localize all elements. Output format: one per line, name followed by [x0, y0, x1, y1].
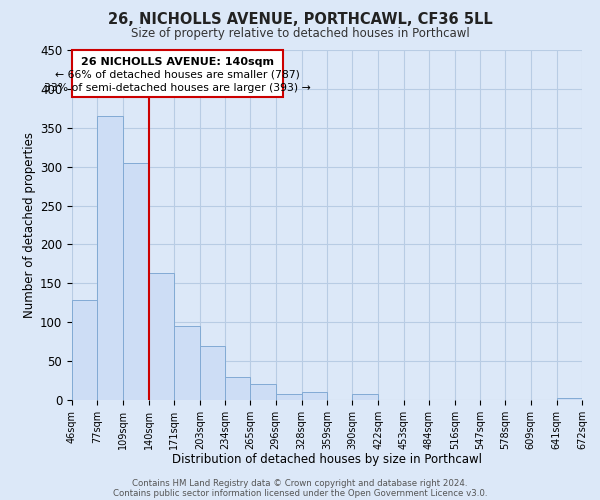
Bar — [124, 163, 149, 400]
Bar — [174, 326, 200, 400]
FancyBboxPatch shape — [72, 50, 283, 96]
Bar — [275, 394, 302, 400]
Text: 26, NICHOLLS AVENUE, PORTHCAWL, CF36 5LL: 26, NICHOLLS AVENUE, PORTHCAWL, CF36 5LL — [107, 12, 493, 28]
Text: 33% of semi-detached houses are larger (393) →: 33% of semi-detached houses are larger (… — [44, 84, 311, 94]
Text: 26 NICHOLLS AVENUE: 140sqm: 26 NICHOLLS AVENUE: 140sqm — [81, 56, 274, 66]
Bar — [250, 384, 275, 400]
X-axis label: Distribution of detached houses by size in Porthcawl: Distribution of detached houses by size … — [172, 454, 482, 466]
Text: Size of property relative to detached houses in Porthcawl: Size of property relative to detached ho… — [131, 28, 469, 40]
Bar — [225, 376, 250, 400]
Text: Contains public sector information licensed under the Open Government Licence v3: Contains public sector information licen… — [113, 488, 487, 498]
Bar — [97, 116, 124, 400]
Text: Contains HM Land Registry data © Crown copyright and database right 2024.: Contains HM Land Registry data © Crown c… — [132, 478, 468, 488]
Bar — [352, 394, 379, 400]
Bar — [72, 300, 97, 400]
Bar — [149, 273, 174, 400]
Bar — [302, 392, 327, 400]
Y-axis label: Number of detached properties: Number of detached properties — [23, 132, 36, 318]
Text: ← 66% of detached houses are smaller (787): ← 66% of detached houses are smaller (78… — [55, 70, 300, 80]
Bar — [557, 398, 582, 400]
Bar — [200, 346, 225, 400]
